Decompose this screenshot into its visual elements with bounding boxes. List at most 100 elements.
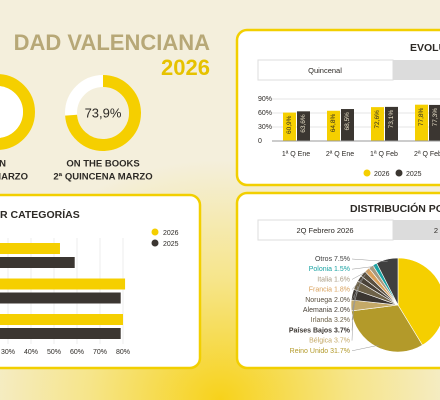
slice-value: 1.6% <box>334 276 350 283</box>
bar <box>415 104 428 141</box>
slice-value: 2.0% <box>334 307 350 314</box>
y-tick-label: 90% <box>258 96 272 103</box>
y-tick-label: 30% <box>258 124 272 131</box>
legend-swatch <box>395 169 403 177</box>
slice-label: Bélgica 3.7% <box>309 337 350 344</box>
value-label: 64,8% <box>330 114 337 133</box>
bar <box>297 111 310 141</box>
kpi-center <box>0 86 23 138</box>
slice-label: Francia 1.8% <box>309 286 350 293</box>
tab-label: 2 <box>434 226 438 235</box>
slice-category: Otros <box>315 256 333 263</box>
page-year: 2026 <box>161 55 210 80</box>
x-tick-label: 1ª Q Feb <box>370 151 398 158</box>
x-tick-label: 70% <box>93 349 107 356</box>
kpi-arc <box>65 75 141 151</box>
value-label: 77,3% <box>432 108 439 127</box>
bar <box>0 292 121 304</box>
tab[interactable] <box>393 60 440 80</box>
bar <box>0 314 123 325</box>
kpi-label: 2ª QUINCENA MARZO <box>53 172 152 183</box>
x-tick-label: 1ª Q Ene <box>282 151 310 158</box>
slice-label: Alemania 2.0% <box>303 307 350 314</box>
tab-label: 2Q Febrero 2026 <box>296 226 353 235</box>
x-tick-label: 50% <box>47 349 61 356</box>
kpi-value: 73,9% <box>85 105 122 120</box>
pie-slice <box>351 304 423 353</box>
slice-category: Alemania <box>303 307 332 314</box>
value-label: 73,1% <box>388 110 395 129</box>
x-tick-label: 60% <box>70 349 84 356</box>
slice-label: Irlanda 3.2% <box>311 317 350 324</box>
value-label: 63,6% <box>300 114 307 133</box>
slice-category: Países Bajos <box>289 327 332 334</box>
panel-title: EVOLU <box>410 42 440 54</box>
kpi-label: MARZO <box>0 172 28 183</box>
legend-label: 2025 <box>163 241 179 248</box>
legend-label: 2025 <box>406 171 422 178</box>
bar <box>283 112 296 141</box>
slice-value: 1.8% <box>334 286 350 293</box>
y-tick-label: 0 <box>258 138 262 145</box>
page-title: DAD VALENCIANA <box>14 30 210 55</box>
leader-line <box>351 258 388 262</box>
value-label: 72,6% <box>374 110 381 129</box>
slice-value: 7.5% <box>334 256 350 263</box>
tab[interactable] <box>393 220 440 240</box>
slice-label: Países Bajos 3.7% <box>289 327 351 334</box>
slice-label: Reino Unido 31.7% <box>290 348 350 355</box>
value-label: 77,8% <box>418 107 425 126</box>
slice-label: Noruega 2.0% <box>305 297 350 304</box>
kpi-label: ON THE BOOKS <box>66 159 139 170</box>
slice-label: Otros 7.5% <box>315 256 350 263</box>
slice-value: 3.7% <box>334 337 350 344</box>
slice-label: Italia 1.6% <box>317 276 350 283</box>
legend-label: 2026 <box>374 171 390 178</box>
x-tick-label: 2ª Q Feb <box>414 151 440 158</box>
slice-category: Irlanda <box>311 317 333 324</box>
value-label: 60,9% <box>286 115 293 134</box>
x-tick-label: 30% <box>1 349 15 356</box>
slice-category: Bélgica <box>309 337 332 344</box>
bar <box>0 328 121 339</box>
slice-category: Italia <box>317 276 332 283</box>
leader-line <box>351 265 376 270</box>
legend-swatch <box>151 239 159 247</box>
bar <box>371 107 384 141</box>
legend-swatch <box>151 228 159 236</box>
slice-value: 3.2% <box>334 317 350 324</box>
kpi-label: N <box>0 159 6 170</box>
panel-title: R CATEGORÍAS <box>0 208 80 221</box>
slice-category: Polonia <box>309 266 332 273</box>
leader-line <box>351 275 365 300</box>
bar <box>327 110 340 141</box>
bar <box>429 104 440 141</box>
leader-line <box>351 344 379 352</box>
slice-category: Francia <box>309 286 332 293</box>
leader-line <box>351 271 369 290</box>
x-tick-label: 2ª Q Ene <box>326 151 354 158</box>
bar <box>385 106 398 141</box>
leader-line <box>351 305 354 341</box>
bar <box>0 278 126 290</box>
bar <box>0 243 60 254</box>
slice-value: 31.7% <box>330 348 350 355</box>
value-label: 68,5% <box>344 112 351 131</box>
slice-category: Reino Unido <box>290 348 329 355</box>
y-tick-label: 60% <box>258 110 272 117</box>
slice-value: 3.7% <box>334 327 351 334</box>
leader-line <box>351 268 373 280</box>
legend-swatch <box>363 169 371 177</box>
slice-value: 2.0% <box>334 297 350 304</box>
x-tick-label: 40% <box>24 349 38 356</box>
kpi-ring <box>0 74 35 150</box>
pie-slice <box>376 257 399 306</box>
slice-value: 1.5% <box>334 266 350 273</box>
bar <box>341 109 354 141</box>
x-tick-label: 80% <box>116 349 130 356</box>
panel-title: DISTRIBUCIÓN PO <box>350 202 440 215</box>
bar <box>0 257 75 268</box>
pie-slice <box>397 257 440 346</box>
